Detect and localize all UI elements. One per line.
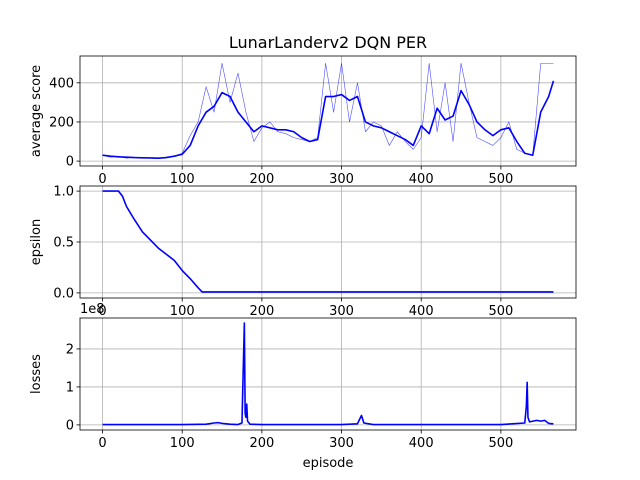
data-line — [102, 322, 554, 426]
x-tick-label: 500 — [488, 172, 513, 187]
x-tick-label: 300 — [329, 172, 354, 187]
axes-frame — [79, 317, 577, 431]
x-tick-label: 400 — [409, 436, 434, 451]
x-tick-label: 400 — [409, 172, 434, 187]
x-tick-label: 400 — [409, 304, 434, 319]
data-line — [102, 80, 555, 159]
y-axis-label: average score — [29, 65, 44, 157]
y-axis-label: epsilon — [29, 219, 44, 265]
x-tick-label: 0 — [98, 436, 106, 451]
y-tick-label: 200 — [49, 115, 74, 130]
y-tick-label: 0 — [66, 155, 74, 170]
y-tick-label: 0 — [66, 418, 74, 433]
y-tick-label: 0.5 — [53, 236, 74, 251]
axes-frame — [79, 185, 577, 299]
y-tick-label: 2 — [66, 342, 74, 357]
x-tick-label: 500 — [488, 436, 513, 451]
x-tick-label: 300 — [329, 436, 354, 451]
axis-offset-label: 1e8 — [80, 302, 105, 317]
data-line — [102, 62, 554, 160]
x-tick-label: 100 — [170, 304, 195, 319]
x-tick-label: 100 — [170, 436, 195, 451]
y-tick-label: 1.0 — [53, 185, 74, 200]
y-tick-label: 0.0 — [53, 286, 74, 301]
y-tick-label: 400 — [49, 76, 74, 91]
x-tick-label: 0 — [98, 172, 106, 187]
data-line — [102, 190, 554, 293]
x-tick-label: 100 — [170, 172, 195, 187]
axes-frame — [79, 55, 577, 167]
x-tick-label: 200 — [249, 436, 274, 451]
y-axis-label: losses — [29, 354, 44, 394]
y-tick-label: 1 — [66, 380, 74, 395]
x-tick-label: 200 — [249, 304, 274, 319]
chart-title: LunarLanderv2 DQN PER — [229, 33, 427, 52]
x-tick-label: 300 — [329, 304, 354, 319]
x-tick-label: 500 — [488, 304, 513, 319]
x-tick-label: 0 — [98, 304, 106, 319]
x-tick-label: 200 — [249, 172, 274, 187]
x-axis-label: episode — [303, 456, 354, 471]
